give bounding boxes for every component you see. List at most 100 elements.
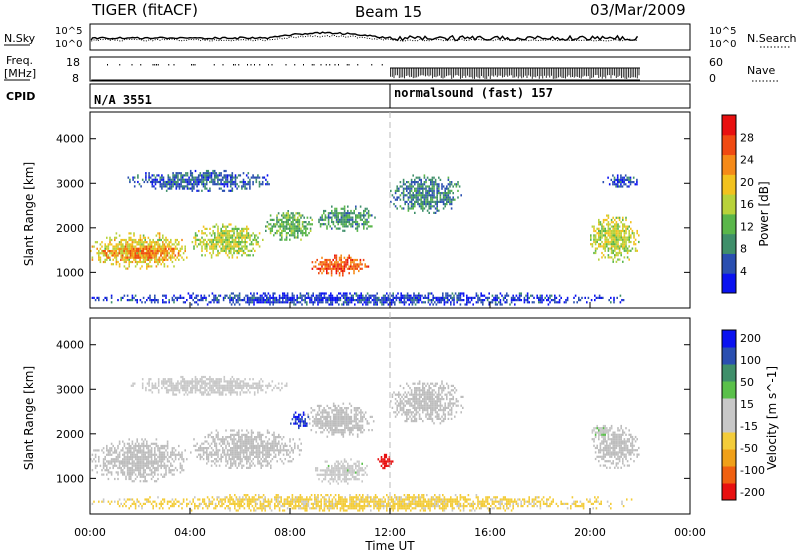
heatmap-cell bbox=[237, 174, 240, 177]
heatmap-cell bbox=[230, 243, 232, 246]
heatmap-cell bbox=[171, 243, 174, 246]
heatmap-cell bbox=[227, 296, 230, 299]
heatmap-cell bbox=[139, 455, 142, 459]
heatmap-cell bbox=[249, 442, 251, 445]
heatmap-cell bbox=[355, 420, 357, 423]
heatmap-cell bbox=[204, 185, 206, 188]
heatmap-cell bbox=[152, 247, 154, 250]
heatmap-cell bbox=[194, 176, 197, 179]
heatmap-cell bbox=[123, 294, 126, 297]
heatmap-cell bbox=[348, 422, 351, 425]
heatmap-cell bbox=[231, 180, 234, 184]
heatmap-cell bbox=[209, 247, 211, 250]
heatmap-cell bbox=[596, 240, 598, 244]
heatmap-cell bbox=[517, 296, 519, 299]
heatmap-cell bbox=[99, 243, 102, 246]
heatmap-cell bbox=[149, 258, 151, 261]
heatmap-cell bbox=[345, 413, 348, 416]
heatmap-cell bbox=[373, 294, 375, 297]
heatmap-cell bbox=[422, 200, 424, 203]
heatmap-cell bbox=[604, 227, 606, 230]
heatmap-cell bbox=[191, 189, 194, 192]
heatmap-cell bbox=[220, 444, 222, 447]
heatmap-cell bbox=[226, 241, 229, 244]
heatmap-cell bbox=[177, 252, 180, 255]
heatmap-cell bbox=[154, 245, 156, 248]
heatmap-cell bbox=[622, 299, 625, 302]
heatmap-cell bbox=[147, 451, 150, 454]
heatmap-cell bbox=[290, 229, 293, 232]
heatmap-cell bbox=[291, 292, 294, 295]
heatmap-cell bbox=[231, 464, 234, 467]
heatmap-cell bbox=[160, 258, 162, 261]
heatmap-cell bbox=[436, 203, 438, 206]
heatmap-cell bbox=[161, 185, 163, 188]
heatmap-cell bbox=[128, 243, 130, 246]
heatmap-cell bbox=[336, 294, 338, 297]
heatmap-cell bbox=[270, 466, 272, 469]
heatmap-cell bbox=[223, 189, 226, 192]
heatmap-cell bbox=[250, 438, 253, 441]
heatmap-cell bbox=[295, 218, 297, 221]
heatmap-cell bbox=[123, 462, 126, 465]
heatmap-cell bbox=[607, 216, 610, 219]
heatmap-cell bbox=[438, 200, 440, 203]
heatmap-cell bbox=[606, 240, 608, 244]
heatmap-cell bbox=[623, 176, 625, 179]
heatmap-cell bbox=[305, 232, 307, 235]
heatmap-cell bbox=[358, 301, 361, 304]
heatmap-cell bbox=[414, 183, 416, 186]
heatmap-cell bbox=[222, 455, 224, 458]
heatmap-cell bbox=[441, 198, 443, 201]
heatmap-cell bbox=[316, 267, 318, 270]
heatmap-cell bbox=[191, 185, 194, 188]
heatmap-cell bbox=[246, 455, 248, 458]
heatmap-cell bbox=[598, 227, 600, 230]
heatmap-cell bbox=[257, 442, 259, 445]
heatmap-cell bbox=[334, 299, 337, 302]
heatmap-cell bbox=[457, 196, 459, 199]
heatmap-cell bbox=[180, 176, 182, 179]
heatmap-cell bbox=[461, 299, 463, 302]
heatmap-cell bbox=[404, 194, 406, 197]
heatmap-cell bbox=[292, 221, 294, 224]
heatmap-cell bbox=[288, 296, 290, 299]
heatmap-cell bbox=[229, 189, 232, 192]
heatmap-cell bbox=[222, 442, 224, 445]
heatmap-cell bbox=[614, 227, 616, 230]
heatmap-cell bbox=[249, 183, 251, 186]
heatmap-cell bbox=[169, 187, 171, 190]
heatmap-cell bbox=[276, 214, 278, 217]
heatmap-cell bbox=[337, 418, 340, 421]
heatmap-cell bbox=[414, 178, 416, 181]
heatmap-cell bbox=[158, 243, 161, 246]
heatmap-cell bbox=[404, 187, 406, 190]
heatmap-cell bbox=[101, 245, 103, 248]
heatmap-cell bbox=[292, 458, 294, 461]
heatmap-cell bbox=[241, 241, 243, 244]
heatmap-cell bbox=[314, 301, 316, 304]
heatmap-cell bbox=[254, 464, 256, 467]
heatmap-cell bbox=[238, 462, 240, 465]
heatmap-cell bbox=[410, 181, 413, 184]
heatmap-cell bbox=[260, 438, 262, 441]
heatmap-cell bbox=[432, 303, 434, 306]
heatmap-cell bbox=[353, 258, 355, 262]
heatmap-cell bbox=[604, 218, 606, 222]
heatmap-cell bbox=[180, 183, 182, 186]
heatmap-cell bbox=[329, 265, 331, 268]
heatmap-cell bbox=[326, 261, 328, 264]
heatmap-cell bbox=[594, 236, 597, 239]
heatmap-cell bbox=[144, 453, 146, 456]
heatmap-cell bbox=[414, 200, 416, 203]
heatmap-cell bbox=[450, 203, 453, 206]
heatmap-cell bbox=[618, 229, 621, 233]
heatmap-cell bbox=[447, 178, 450, 181]
heatmap-cell bbox=[373, 299, 375, 302]
heatmap-cell bbox=[434, 207, 437, 210]
heatmap-cell bbox=[304, 299, 306, 302]
heatmap-cell bbox=[238, 241, 240, 244]
heatmap-cell bbox=[622, 229, 624, 233]
heatmap-cell bbox=[210, 451, 213, 454]
heatmap-cell bbox=[228, 234, 230, 237]
